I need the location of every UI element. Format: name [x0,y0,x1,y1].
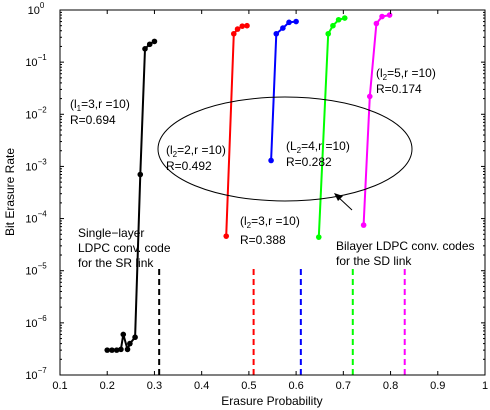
single-layer-label-line2: LDPC conv. code [78,241,171,255]
x-tick-label: 0.7 [336,380,351,392]
black-code-label: (l1=3,r =10) [70,97,130,113]
series-point [113,347,120,353]
y-tick-label: 10−1 [25,53,47,69]
series-point [151,38,158,45]
x-tick-label: 0.8 [383,380,398,392]
threshold-lines [158,268,406,375]
series-point [118,346,124,353]
series-point [379,13,385,20]
series-point [142,46,148,52]
bilayer-label-line1: Bilayer LDPC conv. codes [336,239,475,253]
y-tick-label: 10−5 [25,262,47,278]
series-point [286,19,292,26]
series-point [373,20,380,27]
series-point [234,26,241,32]
series-point [315,234,322,240]
series-point [366,93,373,100]
y-tick-label: 10−6 [25,314,47,330]
y-axis-label: Bit Erasure Rate [3,148,17,236]
red-code-label: (l2=2,r =10) [166,143,226,159]
series-point [268,157,274,164]
x-tick-label: 0.5 [241,380,256,392]
y-tick-label: 10−4 [25,210,47,226]
magenta-code-rate: R=0.174 [376,82,422,96]
bilayer-group-ellipse [157,96,413,202]
series-line [362,14,390,226]
y-tick-label: 10−2 [25,105,47,121]
series-line [317,17,345,238]
series-point [244,22,250,29]
series-point [223,233,230,239]
series-point [325,30,332,37]
series-point [137,171,144,178]
data-series [104,12,393,353]
x-tick-label: 0.2 [100,380,115,392]
series-point [109,347,115,353]
y-tick-label: 100 [28,1,45,17]
red-code-rate: R=0.492 [166,159,212,173]
series-point [132,334,138,341]
black-code-rate: R=0.694 [70,113,116,127]
series-point [330,22,336,29]
axis-ticks: 0.1 0.2 0.3 0.4 0.5 0.6 0.7 0.8 0.9 1 10−7 10−6 10−5… [25,1,488,392]
series-point [341,15,348,21]
blue-code-rate: R=0.388 [240,233,286,247]
series-point [293,18,299,25]
series-point [230,30,237,37]
series-point [360,222,367,228]
series-point [335,16,342,23]
blue-code-label: (l2=3,r =10) [240,214,300,230]
x-tick-label: 0.6 [288,380,303,392]
x-tick-label: 0.3 [147,380,162,392]
series-point [386,12,393,18]
green-code-label: (L2=4,r =10) [286,139,350,155]
series-point [146,41,153,48]
series-line [225,24,248,237]
series-point [120,331,127,338]
series-point [273,30,280,37]
x-axis-label: Erasure Probability [221,394,322,408]
series-point [239,23,246,29]
y-tick-label: 10−7 [25,366,47,382]
x-tick-label: 0.4 [194,380,209,392]
x-tick-label: 1 [482,380,488,392]
magenta-code-label: (l2=5,r =10) [376,66,436,82]
bilayer-arrow-head [334,193,343,201]
series-point [127,340,133,347]
green-code-rate: R=0.282 [286,155,332,169]
single-layer-label-line3: for the SR link [78,256,154,270]
y-tick-label: 10−3 [25,157,47,173]
x-tick-label: 0.1 [52,380,67,392]
x-tick-label: 0.9 [430,380,445,392]
series-line [107,40,155,353]
plot-frame [59,9,486,376]
bilayer-label-line2: for the SD link [336,254,412,268]
series-point [124,346,131,353]
series-point [280,25,286,31]
single-layer-label-line1: Single−layer [78,226,144,240]
series-point [104,347,111,353]
